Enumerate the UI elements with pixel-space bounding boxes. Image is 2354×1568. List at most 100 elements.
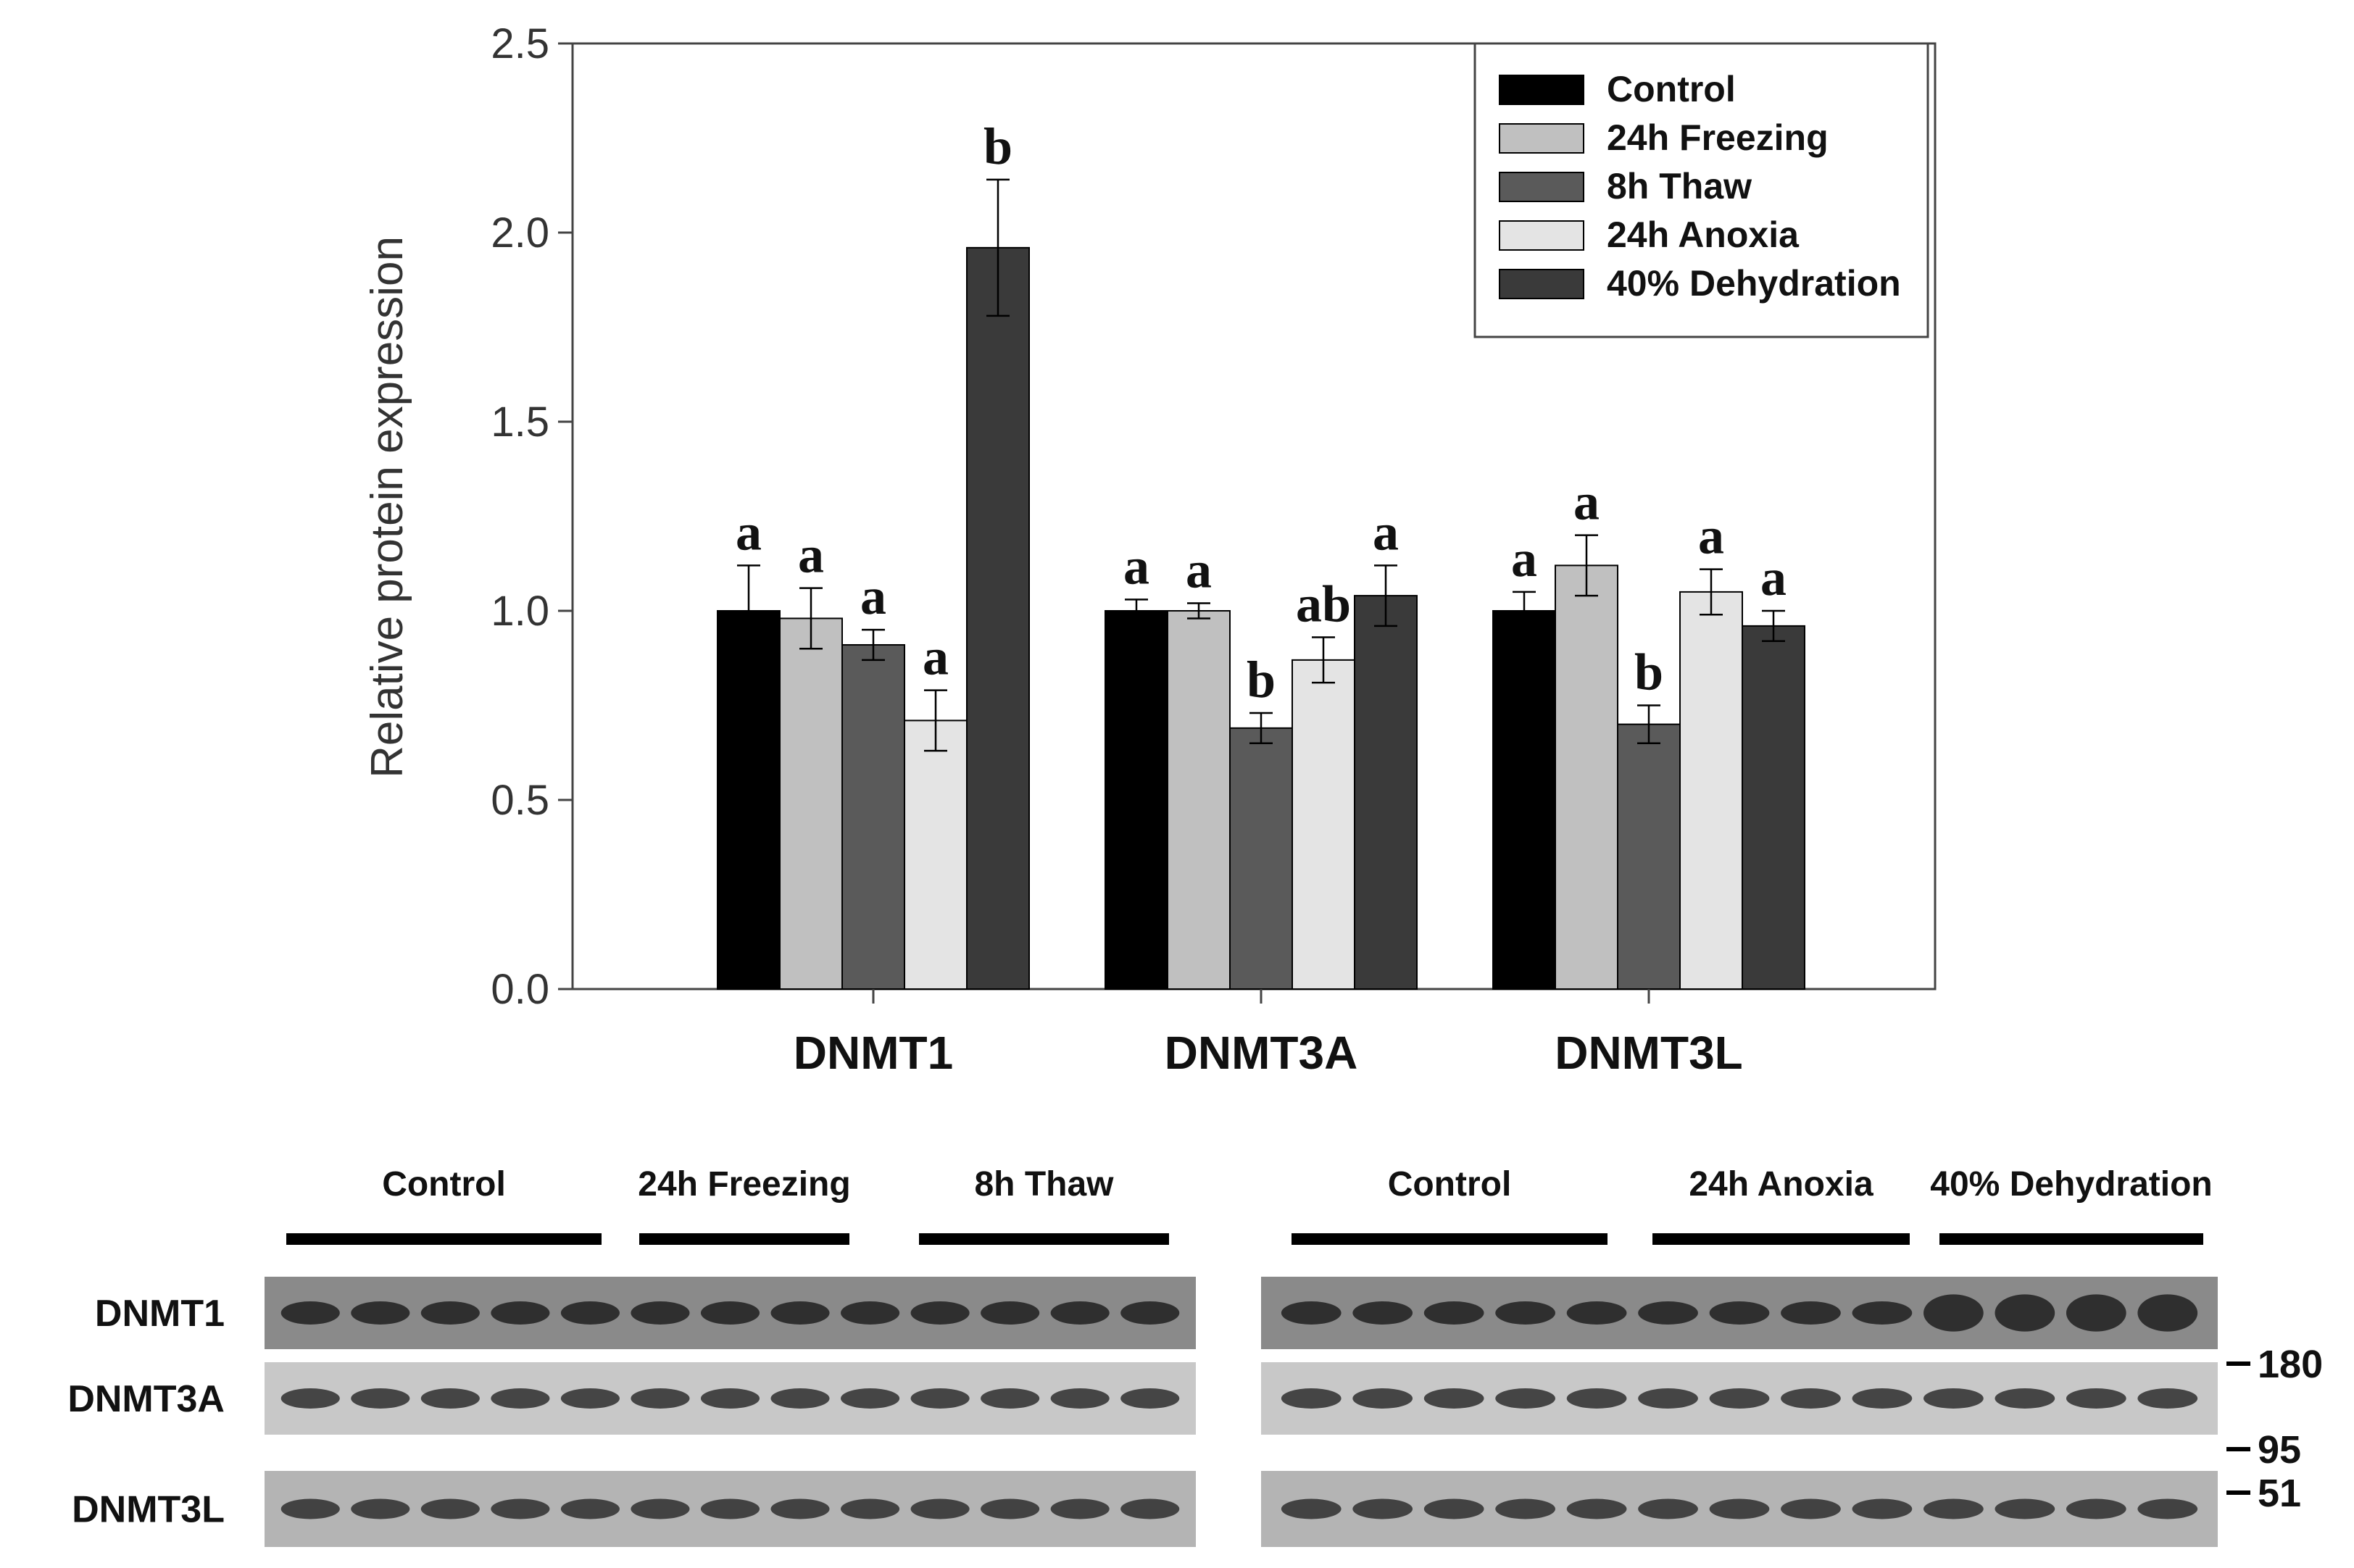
significance-letter: b bbox=[1634, 643, 1663, 701]
blot-group-label: 24h Anoxia bbox=[1689, 1165, 1873, 1204]
x-category-label: DNMT3A bbox=[1165, 1027, 1358, 1079]
blot-band bbox=[981, 1301, 1040, 1325]
legend-swatch bbox=[1499, 123, 1584, 154]
blot-band bbox=[1709, 1498, 1770, 1519]
bar bbox=[779, 617, 843, 990]
blot-band bbox=[2137, 1498, 2198, 1519]
blot-band bbox=[1352, 1388, 1413, 1409]
legend: Control 24h Freezing 8h Thaw 24h Anoxia 40% … bbox=[1473, 42, 1929, 338]
blot-band bbox=[560, 1388, 620, 1409]
blot-band bbox=[1781, 1498, 1841, 1519]
bar bbox=[841, 643, 905, 990]
blot-band bbox=[1281, 1388, 1342, 1409]
significance-letter: a bbox=[736, 503, 762, 561]
blot-band bbox=[1423, 1388, 1484, 1409]
bar bbox=[1742, 625, 1805, 990]
blot-band bbox=[420, 1388, 480, 1409]
mw-marker-label: 51 bbox=[2258, 1472, 2301, 1515]
y-tick-label: 2.5 bbox=[491, 20, 549, 67]
blot-band bbox=[1120, 1498, 1180, 1519]
blot-band bbox=[280, 1301, 340, 1325]
western-blots: Control 24h Freezing 8h Thaw Control 24h Ano… bbox=[67, 1165, 2323, 1547]
blot-band bbox=[491, 1301, 550, 1325]
significance-letter: b bbox=[983, 117, 1012, 175]
blot-band bbox=[841, 1388, 900, 1409]
blot-band bbox=[1352, 1301, 1413, 1325]
blot-band bbox=[631, 1388, 690, 1409]
blot-band bbox=[1995, 1388, 2055, 1409]
significance-letter: ab bbox=[1296, 575, 1351, 633]
blot-band bbox=[770, 1301, 830, 1325]
x-axis: DNMT1 DNMT3A DNMT3L bbox=[794, 989, 1743, 1079]
bar bbox=[904, 720, 968, 990]
blot-band bbox=[420, 1498, 480, 1519]
x-category-label: DNMT1 bbox=[794, 1027, 953, 1079]
blot-band bbox=[1566, 1498, 1627, 1519]
legend-label: Control bbox=[1607, 69, 1736, 109]
blot-band bbox=[1566, 1388, 1627, 1409]
blot-band bbox=[1923, 1498, 1984, 1519]
blot-band bbox=[1495, 1388, 1555, 1409]
blot-group-label: 24h Freezing bbox=[638, 1165, 850, 1204]
blot-band bbox=[1281, 1301, 1342, 1325]
bar bbox=[966, 246, 1030, 990]
bar bbox=[1167, 610, 1231, 990]
blot-band bbox=[2066, 1498, 2126, 1519]
blot-band bbox=[1995, 1294, 2055, 1332]
significance-letter: a bbox=[860, 567, 886, 625]
blot-band bbox=[1638, 1498, 1698, 1519]
significance-letter: a bbox=[1186, 541, 1212, 599]
bar bbox=[1555, 564, 1618, 990]
blot-band bbox=[841, 1301, 900, 1325]
blot-band bbox=[981, 1388, 1040, 1409]
blot-band bbox=[1638, 1301, 1698, 1325]
mw-marker-label: 180 bbox=[2258, 1343, 2323, 1386]
bar bbox=[1679, 591, 1743, 990]
blot-band bbox=[2066, 1388, 2126, 1409]
significance-letter: a bbox=[1123, 537, 1149, 595]
blot-band bbox=[700, 1388, 760, 1409]
blot-band bbox=[770, 1498, 830, 1519]
blot-band bbox=[2137, 1388, 2198, 1409]
blot-band bbox=[1638, 1388, 1698, 1409]
blot-group-label: 40% Dehydration bbox=[1930, 1165, 2212, 1204]
bar bbox=[1292, 659, 1355, 990]
legend-swatch bbox=[1499, 269, 1584, 299]
legend-swatch bbox=[1499, 172, 1584, 202]
x-category-label: DNMT3L bbox=[1555, 1027, 1743, 1079]
blot-band bbox=[1852, 1388, 1913, 1409]
blot-band bbox=[1352, 1498, 1413, 1519]
bar bbox=[1105, 610, 1168, 990]
blot-band bbox=[1781, 1388, 1841, 1409]
mw-marker-label: 95 bbox=[2258, 1428, 2301, 1472]
legend-label: 24h Anoxia bbox=[1607, 214, 1800, 255]
blot-band bbox=[280, 1388, 340, 1409]
blot-band bbox=[700, 1498, 760, 1519]
bar bbox=[1354, 595, 1418, 990]
bar bbox=[1229, 727, 1293, 990]
legend-label: 8h Thaw bbox=[1607, 166, 1752, 207]
bar bbox=[1617, 723, 1681, 990]
blot-group-label: Control bbox=[1388, 1165, 1512, 1204]
blot-row-label: DNMT3L bbox=[72, 1489, 225, 1531]
blot-band bbox=[1781, 1301, 1841, 1325]
significance-letter: a bbox=[923, 628, 949, 686]
significance-letter: a bbox=[1511, 530, 1537, 588]
y-tick-label: 1.5 bbox=[491, 399, 549, 446]
y-tick-label: 2.0 bbox=[491, 209, 549, 257]
blot-band bbox=[910, 1388, 970, 1409]
blot-band bbox=[1423, 1301, 1484, 1325]
blot-band bbox=[1709, 1301, 1770, 1325]
blot-row-label: DNMT3A bbox=[67, 1378, 225, 1420]
blot-band bbox=[560, 1301, 620, 1325]
blot-band bbox=[1050, 1388, 1110, 1409]
blot-band bbox=[1709, 1388, 1770, 1409]
significance-letter: a bbox=[1698, 507, 1724, 565]
blot-band bbox=[351, 1301, 410, 1325]
blot-band bbox=[491, 1388, 550, 1409]
bar-chart: 0.0 0.5 1.0 1.5 2.0 2.5 Relative protein expr… bbox=[362, 20, 1937, 1079]
blot-band bbox=[910, 1498, 970, 1519]
significance-letter: a bbox=[1760, 549, 1787, 606]
